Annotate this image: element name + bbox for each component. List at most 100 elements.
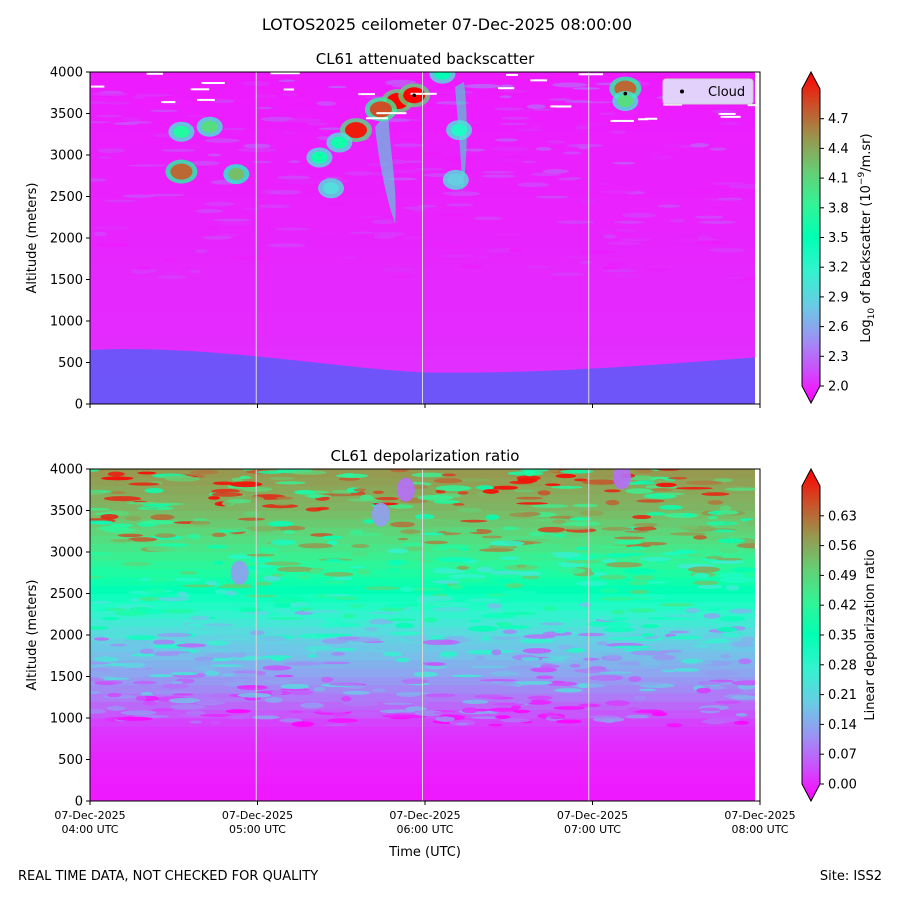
- depolarization-speckle: [349, 565, 366, 569]
- depolarization-speckle: [161, 683, 189, 689]
- x-tick-label: 08:00 UTC: [731, 823, 788, 836]
- depolarization-speckle: [734, 720, 749, 725]
- depolarization-speckle: [424, 540, 449, 545]
- depolarization-speckle: [636, 499, 665, 503]
- depolarization-speckle: [221, 673, 236, 677]
- depolarization-speckle: [205, 653, 232, 660]
- depolarization-speckle: [433, 478, 463, 484]
- depolarization-speckle: [500, 611, 538, 616]
- depolarization-speckle: [557, 645, 573, 650]
- depolarization-speckle: [289, 710, 303, 714]
- depolarization-speckle: [93, 656, 119, 663]
- colorbar-tick-label: 3.8: [828, 201, 849, 216]
- backscatter-speckle: [698, 235, 712, 240]
- depolarization-speckle: [716, 538, 746, 544]
- backscatter-speckle: [236, 147, 277, 153]
- y-tick-label: 2000: [50, 232, 83, 247]
- missing-data-streak: [550, 105, 572, 108]
- depolarization-speckle: [103, 627, 139, 634]
- depolarization-speckle: [325, 558, 342, 563]
- depolarization-speckle: [107, 692, 122, 698]
- colorbar-label-sup: −9: [857, 172, 867, 186]
- depolarization-speckle: [229, 481, 263, 488]
- depolarization-speckle: [365, 626, 378, 632]
- backscatter-speckle: [171, 141, 200, 146]
- backscatter-speckle: [565, 177, 582, 180]
- depolarization-speckle: [363, 586, 401, 590]
- depolarization-speckle: [362, 649, 399, 652]
- depolarization-speckle: [707, 516, 719, 520]
- depolarization-speckle: [271, 499, 294, 506]
- backscatter-speckle: [90, 101, 110, 105]
- depolarization-speckle: [738, 658, 752, 665]
- depolarization-speckle: [150, 514, 175, 521]
- depolarization-speckle: [541, 657, 568, 662]
- backscatter-speckle: [526, 104, 546, 109]
- backscatter-speckle: [426, 193, 452, 198]
- backscatter-speckle: [122, 116, 141, 122]
- missing-data-streak: [196, 98, 215, 101]
- depolarization-speckle: [669, 532, 707, 536]
- depolarization-speckle: [268, 612, 280, 616]
- backscatter-speckle: [689, 142, 710, 148]
- depolarization-speckle: [254, 675, 273, 681]
- depolarization-speckle: [502, 526, 519, 531]
- depolarization-speckle: [707, 500, 724, 505]
- backscatter-speckle: [625, 237, 651, 240]
- depolarization-speckle: [164, 476, 201, 482]
- depolarization-speckle: [232, 678, 250, 682]
- backscatter-speckle: [359, 216, 384, 219]
- depolarization-speckle: [531, 504, 569, 508]
- depolarization-speckle: [411, 472, 447, 478]
- depolarization-speckle: [161, 608, 196, 614]
- backscatter-speckle: [135, 266, 151, 270]
- y-tick-label: 3500: [50, 504, 83, 519]
- depolarization-speckle: [176, 591, 188, 597]
- y-tick-label: 4000: [50, 66, 83, 81]
- depolarization-speckle: [375, 497, 400, 501]
- backscatter-speckle: [103, 199, 137, 203]
- backscatter-speckle: [517, 182, 550, 188]
- colorbar-tick-label: 0.00: [828, 778, 857, 793]
- depolarization-speckle: [304, 494, 331, 498]
- depolarization-speckle: [505, 582, 524, 589]
- depolarization-plot-area: [90, 469, 760, 801]
- depolarization-speckle: [263, 575, 281, 582]
- depolarization-speckle: [719, 577, 757, 583]
- depolarization-speckle: [170, 672, 199, 676]
- depolarization-speckle: [543, 605, 557, 612]
- depolarization-speckle: [138, 596, 162, 601]
- y-tick-label: 1000: [50, 315, 83, 330]
- backscatter-speckle: [473, 216, 503, 221]
- backscatter-speckle: [603, 234, 617, 239]
- backscatter-speckle: [384, 82, 411, 86]
- depolarization-speckle: [436, 556, 474, 563]
- depolarization-speckle: [697, 584, 723, 589]
- depolarization-speckle: [705, 555, 724, 560]
- depolarization-speckle: [156, 650, 191, 654]
- y-tick-label: 0: [75, 795, 83, 810]
- depolarization-speckle: [157, 597, 189, 602]
- backscatter-speckle: [131, 271, 151, 274]
- backscatter-speckle: [275, 227, 311, 231]
- depolarization-speckle: [321, 535, 343, 540]
- depolarization-speckle: [342, 701, 379, 707]
- depolarization-speckle: [107, 471, 125, 477]
- depolarization-speckle: [332, 576, 353, 581]
- depolarization-colorbar-label: Linear depolarization ratio: [863, 549, 878, 720]
- depolarization-speckle: [245, 526, 281, 532]
- depolarization-speckle: [555, 473, 577, 479]
- backscatter-speckle: [555, 220, 595, 224]
- depolarization-speckle: [90, 661, 112, 665]
- backscatter-speckle: [412, 209, 426, 213]
- depolarization-speckle: [180, 571, 198, 575]
- backscatter-speckle: [373, 235, 395, 240]
- backscatter-speckle: [719, 122, 740, 125]
- depolarization-speckle: [404, 546, 425, 551]
- depolarization-speckle: [414, 514, 435, 520]
- depolarization-speckle: [553, 706, 586, 710]
- backscatter-speckle: [693, 106, 718, 110]
- depolarization-speckle: [378, 607, 405, 612]
- y-tick-label: 2500: [50, 587, 83, 602]
- depolarization-speckle: [560, 525, 594, 530]
